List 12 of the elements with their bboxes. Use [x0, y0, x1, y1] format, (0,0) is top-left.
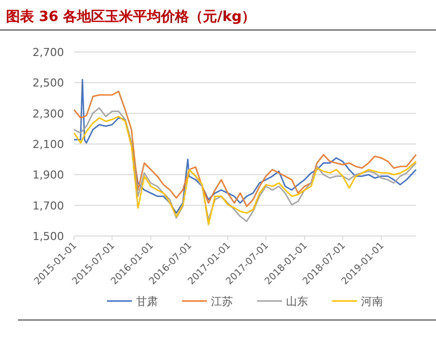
- y-tick-label: 2,700: [32, 46, 64, 59]
- y-tick-label: 1,500: [32, 230, 64, 243]
- legend-label: 河南: [361, 295, 383, 308]
- y-tick-label: 2,100: [32, 138, 64, 151]
- y-tick-label: 2,300: [32, 107, 64, 120]
- chart-title: 图表 36 各地区玉米平均价格（元/kg）: [6, 9, 256, 25]
- legend-label: 江苏: [211, 295, 233, 308]
- legend-label: 甘肃: [136, 295, 158, 308]
- y-tick-label: 2,500: [32, 76, 64, 90]
- y-tick-label: 1,900: [32, 168, 64, 182]
- legend-label: 山东: [286, 295, 308, 308]
- y-tick-label: 1,700: [32, 199, 64, 212]
